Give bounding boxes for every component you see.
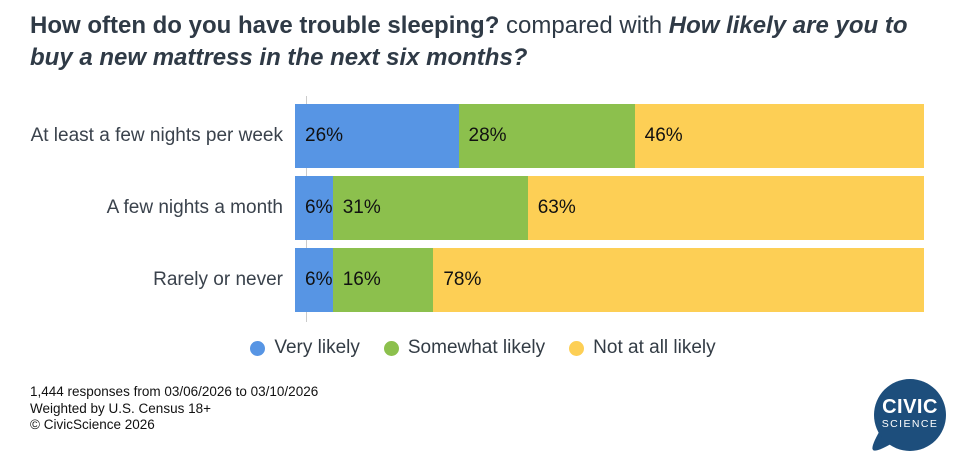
legend-label: Very likely bbox=[274, 337, 360, 358]
logo-text-civic: CIVIC bbox=[882, 396, 938, 418]
bar-segment-very-likely[interactable]: 6% bbox=[295, 176, 333, 240]
value-label: 6% bbox=[305, 197, 333, 218]
legend-swatch-very-likely bbox=[250, 340, 266, 356]
title-question-1: How often do you have trouble sleeping? bbox=[30, 12, 500, 39]
value-label: 63% bbox=[537, 197, 576, 218]
legend-swatch-somewhat-likely bbox=[383, 340, 399, 356]
bar-segment-somewhat-likely[interactable]: 31% bbox=[332, 176, 528, 240]
plot-area: At least a few nights per week 26% 28% 46% A… bbox=[0, 96, 966, 322]
bar-row-at-least-a-few-nights-per-week: At least a few nights per week 26% 28% 46% bbox=[0, 104, 966, 168]
legend-swatch-not-at-all-likely bbox=[569, 340, 585, 356]
footer-weighting: Weighted by U.S. Census 18+ bbox=[30, 400, 211, 416]
legend-item-somewhat-likely[interactable]: Somewhat likely bbox=[383, 337, 546, 359]
value-label: 46% bbox=[644, 125, 683, 146]
legend-label: Somewhat likely bbox=[407, 337, 546, 358]
legend: Very likely Somewhat likely Not at all lik… bbox=[0, 337, 966, 359]
category-label: Rarely or never bbox=[153, 269, 283, 290]
bar-segment-not-at-all-likely[interactable]: 78% bbox=[433, 248, 924, 312]
category-label: At least a few nights per week bbox=[30, 125, 283, 146]
bar-row-rarely-or-never: Rarely or never 6% 16% 78% bbox=[0, 248, 966, 312]
bar-segment-very-likely[interactable]: 6% bbox=[295, 248, 333, 312]
bar-segment-somewhat-likely[interactable]: 28% bbox=[458, 104, 635, 168]
legend-label: Not at all likely bbox=[593, 337, 716, 358]
civicscience-logo: CIVIC SCIENCE bbox=[866, 379, 950, 453]
legend-item-very-likely[interactable]: Very likely bbox=[250, 337, 360, 359]
bar-rows: At least a few nights per week 26% 28% 46% A… bbox=[0, 104, 966, 312]
legend-item-not-at-all-likely[interactable]: Not at all likely bbox=[569, 337, 716, 359]
value-label: 26% bbox=[305, 125, 344, 146]
chart-title: How often do you have trouble sleeping? … bbox=[30, 10, 956, 74]
bar-segment-not-at-all-likely[interactable]: 63% bbox=[527, 176, 924, 240]
bar-row-a-few-nights-a-month: A few nights a month 6% 31% 63% bbox=[0, 176, 966, 240]
title-connector: compared with bbox=[499, 12, 669, 39]
footer-copyright: © CivicScience 2026 bbox=[30, 417, 155, 432]
title-question-2: How likely are you to buy a new mattress… bbox=[30, 12, 908, 71]
stacked-bar: 6% 31% 63% bbox=[295, 176, 924, 240]
footer: 1,444 responses from 03/06/2026 to 03/10… bbox=[30, 384, 318, 434]
stacked-bar: 6% 16% 78% bbox=[295, 248, 924, 312]
value-label: 28% bbox=[468, 125, 507, 146]
bar-segment-not-at-all-likely[interactable]: 46% bbox=[634, 104, 924, 168]
category-label: A few nights a month bbox=[106, 197, 283, 218]
value-label: 78% bbox=[443, 269, 482, 290]
logo-text-science: SCIENCE bbox=[882, 418, 938, 430]
value-label: 16% bbox=[342, 269, 381, 290]
logo-bubble-circle bbox=[874, 379, 946, 451]
value-label: 6% bbox=[305, 269, 333, 290]
footer-responses: 1,444 responses from 03/06/2026 to 03/10… bbox=[30, 384, 319, 399]
value-label: 31% bbox=[342, 197, 381, 218]
bar-segment-somewhat-likely[interactable]: 16% bbox=[332, 248, 434, 312]
stacked-bar: 26% 28% 46% bbox=[295, 104, 924, 168]
bar-segment-very-likely[interactable]: 26% bbox=[295, 104, 459, 168]
